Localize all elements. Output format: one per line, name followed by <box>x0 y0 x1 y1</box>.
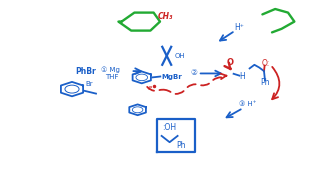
Text: Ph: Ph <box>176 141 186 150</box>
Text: CH₃: CH₃ <box>158 12 173 21</box>
Text: ②: ② <box>190 68 197 77</box>
Text: OH: OH <box>175 53 186 59</box>
Text: e: e <box>147 85 152 91</box>
Text: O:: O: <box>262 59 270 68</box>
Text: Ph: Ph <box>260 78 270 87</box>
Text: MgBr: MgBr <box>162 74 182 80</box>
Text: PhBr: PhBr <box>76 67 96 76</box>
Text: H⁺: H⁺ <box>235 23 244 32</box>
Text: O: O <box>226 58 233 67</box>
Text: ③ H⁺: ③ H⁺ <box>239 101 257 107</box>
Text: ① Mg: ① Mg <box>101 66 120 73</box>
Text: H: H <box>240 72 245 81</box>
Text: THF: THF <box>105 73 118 80</box>
Text: Br: Br <box>85 81 93 87</box>
Text: :OH: :OH <box>163 123 177 132</box>
